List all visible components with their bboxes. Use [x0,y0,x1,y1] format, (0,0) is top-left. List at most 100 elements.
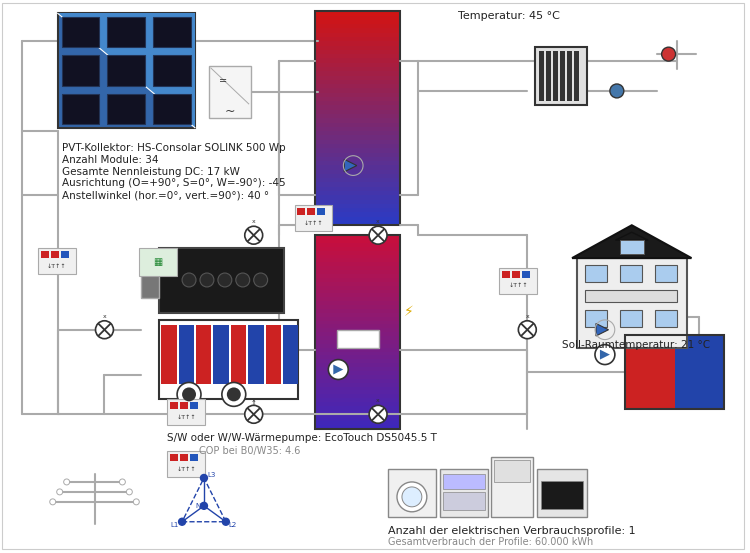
Text: ↓T↑↑: ↓T↑↑ [509,284,528,289]
Bar [546,51,551,101]
Text: ⚡: ⚡ [404,305,414,319]
Bar [316,191,400,196]
Bar [536,47,587,105]
Bar [316,298,400,302]
Bar [316,418,400,422]
Circle shape [222,518,230,525]
Bar [554,51,558,101]
Bar [209,66,251,118]
Text: =: = [219,76,227,86]
Circle shape [95,321,113,338]
Bar [316,33,400,38]
Circle shape [222,383,246,406]
Text: N: N [196,503,201,509]
Bar [316,348,400,352]
Text: x: x [252,220,256,225]
Bar [316,161,400,166]
Bar [316,278,400,282]
Bar [308,208,316,215]
Bar [620,310,642,327]
Bar [316,221,400,226]
Bar [316,301,400,306]
Bar [316,387,400,391]
Bar [658,335,674,409]
Bar [316,37,400,42]
Bar [585,265,607,282]
Bar [655,265,676,282]
Bar [316,325,400,329]
Bar [266,325,281,384]
Bar [316,239,400,243]
Bar [316,305,400,310]
Bar [170,454,178,461]
Text: L2: L2 [229,521,237,528]
Polygon shape [344,159,357,172]
Bar [140,248,177,276]
Bar [316,352,400,356]
Bar [494,460,530,482]
Polygon shape [58,13,195,128]
Text: Anstellwinkel (hor.=0°, vert.=90°): 40 °: Anstellwinkel (hor.=0°, vert.=90°): 40 ° [62,190,268,200]
Circle shape [182,273,196,287]
Bar [577,258,686,348]
Circle shape [610,84,624,98]
Bar [316,367,400,372]
Bar [316,371,400,375]
Bar [491,457,533,517]
Circle shape [182,388,196,401]
Bar [522,271,530,278]
Bar [316,262,400,267]
Bar [316,254,400,259]
Bar [316,153,400,157]
Bar [316,109,400,114]
Bar [338,330,379,348]
Bar [316,212,400,217]
Bar [196,325,211,384]
Bar [316,274,400,278]
Circle shape [200,502,208,509]
Bar [40,251,49,258]
Bar [316,235,400,239]
Bar [316,282,400,286]
Bar [316,195,400,200]
Bar [708,335,724,409]
Bar [316,328,400,333]
Bar [316,174,400,179]
Circle shape [177,383,201,406]
Bar [316,394,400,399]
Bar [316,20,400,25]
Bar [153,93,191,124]
Bar [316,356,400,360]
Bar [62,17,100,48]
Bar [317,208,326,215]
Bar [316,62,400,67]
Circle shape [328,359,348,379]
Bar [316,93,400,97]
Bar [316,200,400,205]
Bar [153,17,191,48]
Polygon shape [596,324,608,336]
Bar [316,178,400,183]
Bar [316,76,400,80]
Bar [51,251,58,258]
Bar [316,398,400,403]
Circle shape [662,47,676,61]
Circle shape [178,518,185,525]
Text: Ausrichtung (O=+90°, S=0°, W=-90°): -45: Ausrichtung (O=+90°, S=0°, W=-90°): -45 [62,179,285,189]
Bar [316,379,400,383]
Bar [567,51,572,101]
Bar [620,265,642,282]
Bar [316,114,400,119]
Bar [167,451,205,477]
Text: ↓T↑↑: ↓T↑↑ [304,221,323,226]
Bar [316,217,400,222]
Bar [316,165,400,170]
Bar [316,258,400,263]
Polygon shape [333,364,344,374]
Circle shape [595,345,615,364]
Text: x: x [376,398,380,403]
Bar [316,67,400,72]
Bar [190,454,198,461]
Bar [316,270,400,274]
Bar [316,101,400,106]
